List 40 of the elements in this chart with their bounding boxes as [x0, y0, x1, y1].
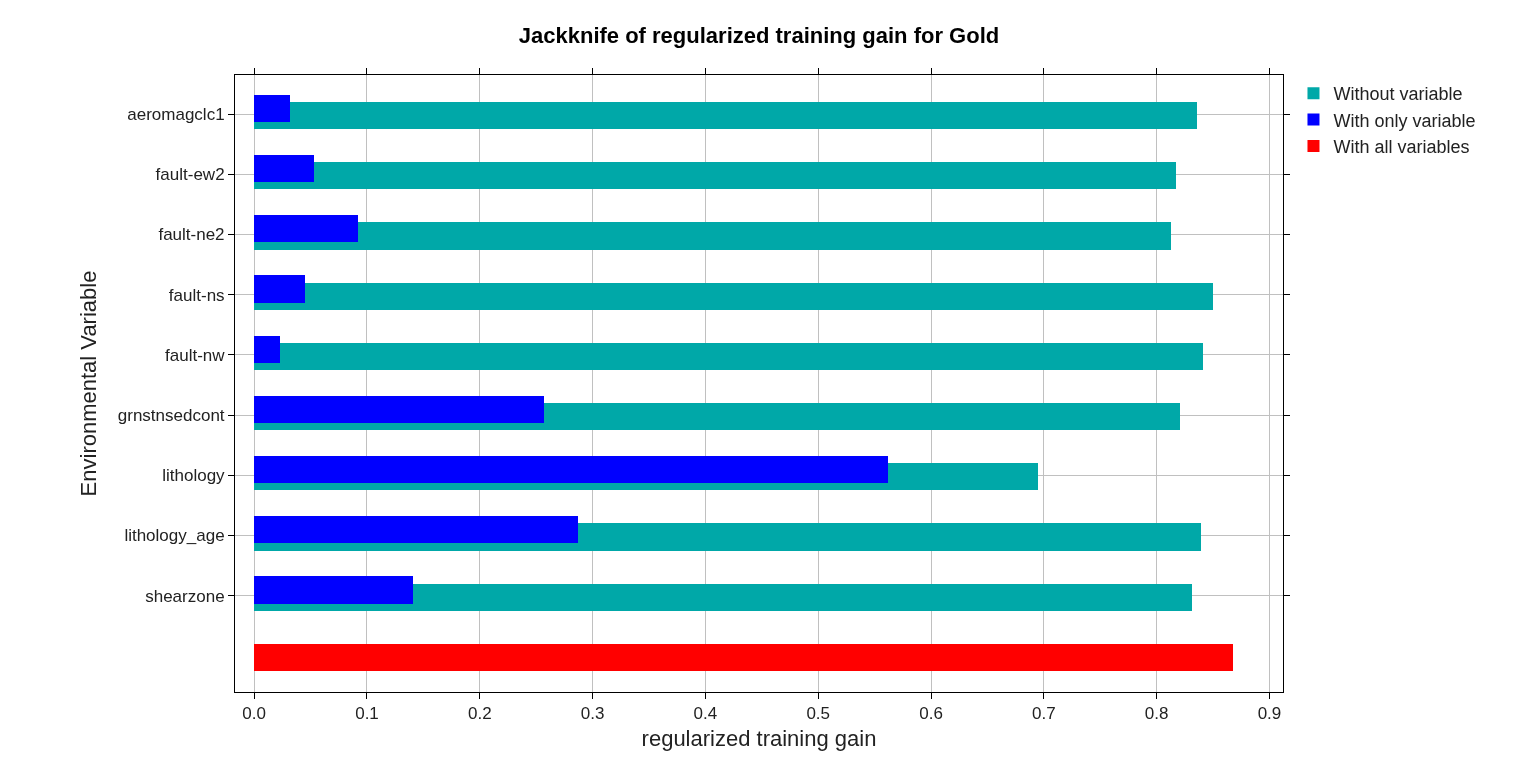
bar [254, 576, 413, 604]
bar [254, 95, 290, 122]
bar [254, 516, 578, 543]
x-tick-label: 0.8 [1144, 704, 1169, 724]
x-tick-label: 0.7 [1032, 704, 1056, 724]
bar [254, 215, 358, 242]
x-tick-label: 0.1 [355, 704, 379, 724]
x-tick-label: 0.4 [693, 704, 718, 724]
y-tick-label: fault-nw [165, 345, 226, 365]
x-tick-label: 0.5 [806, 704, 831, 724]
bar [254, 275, 305, 303]
legend-label: Without variable [1333, 84, 1463, 105]
bar [254, 396, 544, 423]
bar [254, 283, 1213, 310]
legend-label: With all variables [1333, 137, 1470, 158]
x-tick-label: 0.9 [1257, 704, 1282, 724]
y-tick-label: grnstnsedcont [117, 406, 225, 426]
bar [254, 162, 1176, 189]
bar [254, 343, 1203, 370]
bar [254, 155, 314, 182]
bar [254, 102, 1197, 129]
y-tick-label: lithology [162, 466, 226, 486]
x-tick-label: 0.0 [242, 704, 266, 724]
x-axis-title: regularized training gain [641, 726, 877, 752]
y-axis-title: Environmental Variable [75, 270, 101, 497]
y-tick-label: shearzone [145, 586, 225, 606]
y-tick-label: fault-ns [168, 285, 225, 305]
bar [254, 222, 1171, 250]
y-tick-label: lithology_age [124, 526, 225, 546]
x-tick-label: 0.6 [919, 704, 943, 724]
bar [254, 644, 1233, 671]
y-tick-label: fault-ew2 [155, 165, 225, 185]
bar [254, 336, 280, 363]
y-tick-label: aeromagclc1 [127, 105, 225, 125]
bar [254, 456, 888, 483]
legend-label: With only variable [1333, 110, 1476, 131]
chart-title: Jackknife of regularized training gain for Gold [518, 22, 1000, 48]
x-tick-label: 0.3 [580, 704, 605, 724]
y-tick-label: fault-ne2 [158, 225, 225, 245]
x-tick-label: 0.2 [467, 704, 492, 724]
